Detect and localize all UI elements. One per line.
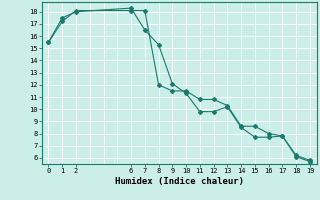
X-axis label: Humidex (Indice chaleur): Humidex (Indice chaleur) bbox=[115, 177, 244, 186]
